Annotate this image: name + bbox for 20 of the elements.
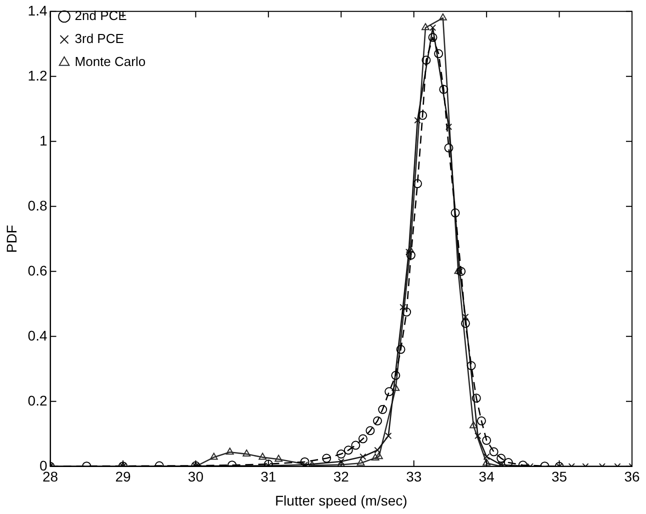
- x-tick-label: 36: [624, 468, 640, 485]
- y-tick-label: 0.6: [28, 262, 48, 278]
- y-tick-label: 1.2: [28, 67, 48, 84]
- x-axis-title: Flutter speed (m/sec): [275, 492, 408, 508]
- x-tick-label: 32: [333, 468, 350, 485]
- legend-label: Monte Carlo: [74, 54, 146, 70]
- x-tick-label: 34: [478, 468, 495, 485]
- y-tick-label: 1: [39, 132, 48, 148]
- y-tick-label: 0: [39, 457, 48, 474]
- y-tick-label: 1.4: [28, 2, 48, 18]
- y-tick-label: 0.4: [28, 327, 48, 344]
- y-tick-label: 0.8: [28, 197, 48, 214]
- y-tick-label: 0.2: [28, 392, 48, 408]
- x-tick-label: 30: [188, 468, 204, 485]
- y-axis-title: PDF: [3, 224, 20, 253]
- x-tick-label: 29: [115, 468, 131, 485]
- x-tick-label: 31: [260, 468, 276, 485]
- legend-label: 3rd PCE: [74, 31, 124, 46]
- x-tick-label: 35: [551, 468, 568, 485]
- x-tick-label: 33: [406, 468, 422, 485]
